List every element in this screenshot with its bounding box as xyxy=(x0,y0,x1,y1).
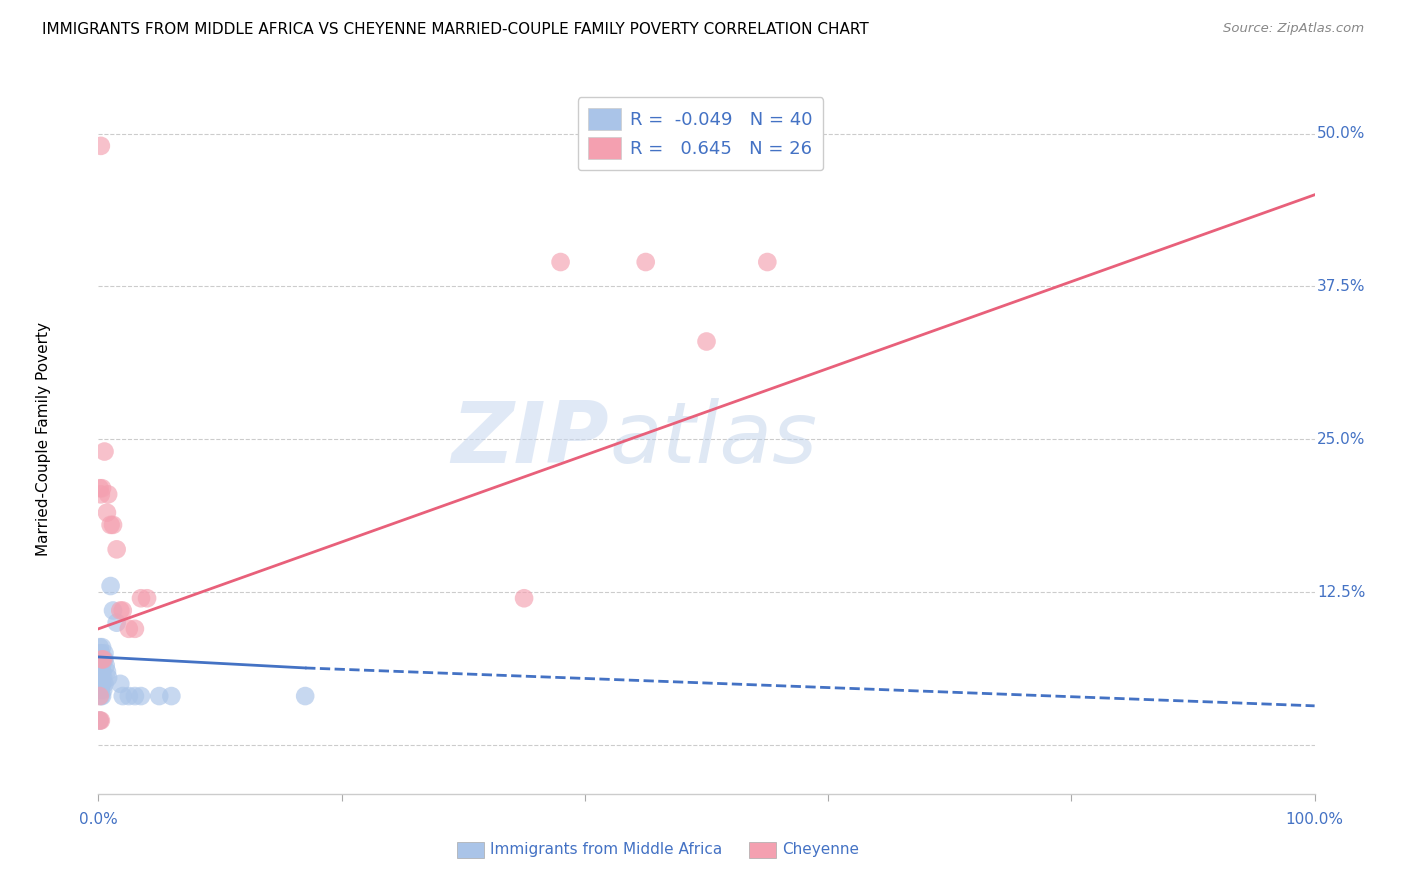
Point xyxy=(90,139,112,153)
Text: 0.0%: 0.0% xyxy=(79,813,118,827)
Point xyxy=(91,677,114,691)
Point xyxy=(118,622,141,636)
Point xyxy=(93,652,115,666)
Point xyxy=(89,665,111,679)
Point xyxy=(93,677,115,691)
Point xyxy=(90,714,112,728)
Point xyxy=(110,677,132,691)
Point xyxy=(105,542,128,557)
Point xyxy=(100,517,122,532)
Point xyxy=(89,714,111,728)
Text: atlas: atlas xyxy=(609,398,817,481)
Point xyxy=(111,689,134,703)
Point xyxy=(91,665,114,679)
Point xyxy=(93,646,115,660)
Point xyxy=(110,603,132,617)
Point xyxy=(96,506,118,520)
Point xyxy=(89,652,111,666)
FancyBboxPatch shape xyxy=(457,842,484,858)
Point xyxy=(91,640,114,655)
Point xyxy=(91,689,114,703)
Point xyxy=(100,579,122,593)
Point xyxy=(756,255,779,269)
Point xyxy=(89,689,111,703)
Point xyxy=(634,255,657,269)
Point xyxy=(89,677,111,691)
Point xyxy=(91,677,114,691)
Point xyxy=(91,481,114,495)
Point xyxy=(90,646,112,660)
Legend: R =  -0.049   N = 40, R =   0.645   N = 26: R = -0.049 N = 40, R = 0.645 N = 26 xyxy=(578,97,824,170)
Point xyxy=(696,334,718,349)
Point xyxy=(97,671,120,685)
Text: Immigrants from Middle Africa: Immigrants from Middle Africa xyxy=(491,842,723,857)
Point xyxy=(90,671,112,685)
Point xyxy=(124,622,146,636)
Point xyxy=(91,682,114,697)
Point xyxy=(124,689,146,703)
Point xyxy=(101,603,124,617)
Point xyxy=(294,689,316,703)
Point xyxy=(89,481,111,495)
FancyBboxPatch shape xyxy=(749,842,776,858)
Point xyxy=(89,665,111,679)
Text: Married-Couple Family Poverty: Married-Couple Family Poverty xyxy=(37,322,51,557)
Point xyxy=(136,591,159,606)
Text: IMMIGRANTS FROM MIDDLE AFRICA VS CHEYENNE MARRIED-COUPLE FAMILY POVERTY CORRELAT: IMMIGRANTS FROM MIDDLE AFRICA VS CHEYENN… xyxy=(42,22,869,37)
Point xyxy=(148,689,170,703)
Point xyxy=(129,689,152,703)
Text: 37.5%: 37.5% xyxy=(1317,279,1365,294)
Text: 12.5%: 12.5% xyxy=(1317,584,1365,599)
Point xyxy=(91,665,114,679)
Point xyxy=(91,671,114,685)
Point xyxy=(90,658,112,673)
Point xyxy=(90,682,112,697)
Text: 50.0%: 50.0% xyxy=(1317,126,1365,141)
Point xyxy=(90,646,112,660)
Point xyxy=(105,615,128,630)
Point xyxy=(90,689,112,703)
Text: 100.0%: 100.0% xyxy=(1285,813,1344,827)
Point xyxy=(550,255,572,269)
Point xyxy=(89,640,111,655)
Text: 25.0%: 25.0% xyxy=(1317,432,1365,447)
Text: ZIP: ZIP xyxy=(451,398,609,481)
Point xyxy=(97,487,120,501)
Point xyxy=(91,652,114,666)
Point xyxy=(93,444,115,458)
Point xyxy=(111,603,134,617)
Point xyxy=(91,658,114,673)
Point xyxy=(118,689,141,703)
Point xyxy=(513,591,536,606)
Text: Source: ZipAtlas.com: Source: ZipAtlas.com xyxy=(1223,22,1364,36)
Point xyxy=(91,652,114,666)
Point xyxy=(89,714,111,728)
Point xyxy=(94,658,117,673)
Point xyxy=(101,517,124,532)
Point xyxy=(90,487,112,501)
Point xyxy=(90,671,112,685)
Point xyxy=(96,665,118,679)
Point xyxy=(160,689,183,703)
Point xyxy=(129,591,152,606)
Point xyxy=(91,652,114,666)
Text: Cheyenne: Cheyenne xyxy=(782,842,859,857)
